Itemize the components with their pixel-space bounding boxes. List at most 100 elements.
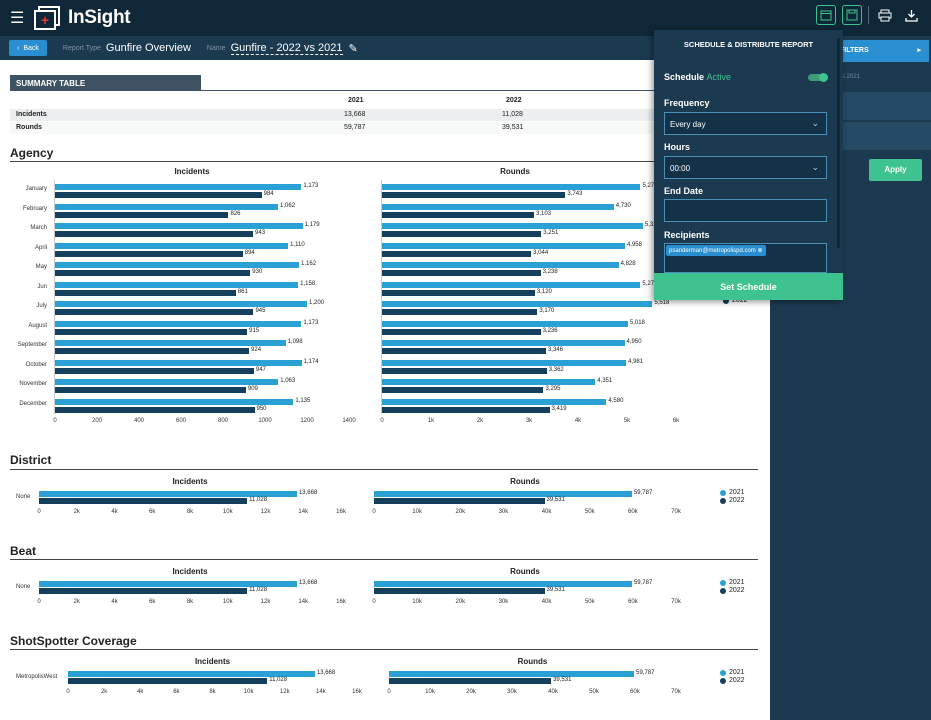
back-button[interactable]: ‹ Back [9,40,47,56]
set-schedule-button[interactable]: Set Schedule [654,273,843,300]
hours-select[interactable]: 00:00 ⌄ [664,156,827,179]
chevron-right-icon: ▸ [917,47,921,54]
data-label: 1,135 [295,397,311,404]
tick-label: 16k [336,599,346,605]
tick-label: 0 [53,418,57,424]
data-label: 930 [252,269,263,275]
end-date-label: End Date [664,186,704,196]
bar-2021 [68,671,315,677]
tick-label: 2k [73,599,80,605]
bar-2022 [39,588,248,594]
tick-label: 6k [149,599,156,605]
category-label: October [25,361,47,368]
filter-row[interactable] [840,92,931,120]
bar-2021 [55,184,302,190]
data-label: 1,174 [303,358,319,365]
data-label: 5,324 [644,222,660,228]
data-label: 5,274 [642,280,658,287]
data-label: 1,063 [280,378,296,384]
bar-2022 [382,406,550,413]
tick-label: 4k [111,599,118,605]
date-range-fragment: s 2021 [842,74,861,80]
bar-2021 [55,203,279,210]
bar-2022 [55,328,248,335]
data-label: 39,531 [546,587,565,593]
data-label: 11,028 [249,497,268,503]
data-label: 943 [255,230,266,236]
legend-label: 2021 [729,489,745,496]
legend-label: 2021 [729,579,745,586]
data-label: 59,787 [633,580,653,586]
filters-tab[interactable]: FILTERS ▸ [840,40,929,62]
legend-item: 2022 [720,497,745,504]
calendar-icon[interactable] [816,5,836,25]
download-icon[interactable] [901,5,921,25]
tick-label: 4k [137,689,144,695]
bar-2021 [55,379,279,385]
tick-label: 14k [298,599,309,605]
chart-title: Rounds [510,567,540,576]
tick-label: 6k [173,689,180,695]
summary-col-2021: 2021 [348,97,364,104]
save-icon[interactable] [842,5,862,25]
bar-2021 [55,340,286,346]
category-label: September [17,342,47,348]
category-label: None [16,494,31,500]
data-label: 909 [247,386,258,392]
recipient-chip[interactable]: psanderman@metropolispd.com ⊗ [666,245,766,256]
data-label: 3,044 [533,249,549,256]
tick-label: 12k [260,509,271,515]
remove-icon[interactable]: ⊗ [757,248,763,254]
hours-label: Hours [664,142,691,152]
tick-label: 8k [186,509,194,515]
data-label: 39,531 [553,677,572,683]
data-label: 861 [237,288,248,295]
bar-2022 [382,211,535,218]
legend-item: 2022 [720,677,745,684]
category-label: March [30,225,47,231]
bar-2021 [382,320,628,327]
tick-label: 20k [455,599,466,605]
summary-row: Incidents 13,668 11,028 [10,109,660,121]
chart-title: Incidents [172,567,208,576]
menu-icon[interactable]: ☰ [10,10,25,27]
frequency-label: Frequency [664,98,710,108]
end-date-input[interactable] [664,199,827,222]
data-label: 984 [263,191,274,197]
category-label: Jun [37,283,47,290]
data-label: 4,828 [620,261,636,267]
scrollbar[interactable] [837,38,840,248]
bar-2022 [55,289,236,296]
data-label: 1,179 [304,222,320,228]
legend-dot [720,677,726,684]
tick-label: 50k [584,599,595,605]
tick-label: 50k [589,689,599,695]
legend-item: 2021 [720,669,745,676]
tick-label: 30k [498,509,509,515]
schedule-toggle[interactable] [808,73,828,82]
frequency-select[interactable]: Every day ⌄ [664,112,827,135]
report-header: ‹ Back Report Type Gunfire Overview Name … [0,36,770,60]
top-bar: ☰ + InSight [0,0,931,36]
tick-label: 70k [671,599,681,605]
bar-2022 [382,309,538,315]
data-label: 3,362 [548,366,564,373]
category-label: July [36,303,47,309]
chart-title: Rounds [517,657,548,666]
data-label: 3,170 [539,308,555,314]
print-icon[interactable] [875,5,895,25]
report-name[interactable]: Gunfire - 2022 vs 2021 [230,41,343,55]
pencil-icon[interactable]: ✎ [348,42,358,55]
data-label: 39,531 [546,497,565,503]
bar-2022 [55,211,229,218]
data-label: 4,950 [626,339,642,345]
tick-label: 4k [574,418,582,424]
category-label: August [28,322,47,329]
tick-label: 0 [37,509,41,515]
category-label: MetropolisWest [16,674,58,680]
apply-button[interactable]: Apply [869,159,922,181]
filter-row[interactable] [840,122,931,150]
data-label: 826 [230,210,241,217]
tick-label: 8k [209,689,216,695]
bar-2022 [55,309,254,315]
